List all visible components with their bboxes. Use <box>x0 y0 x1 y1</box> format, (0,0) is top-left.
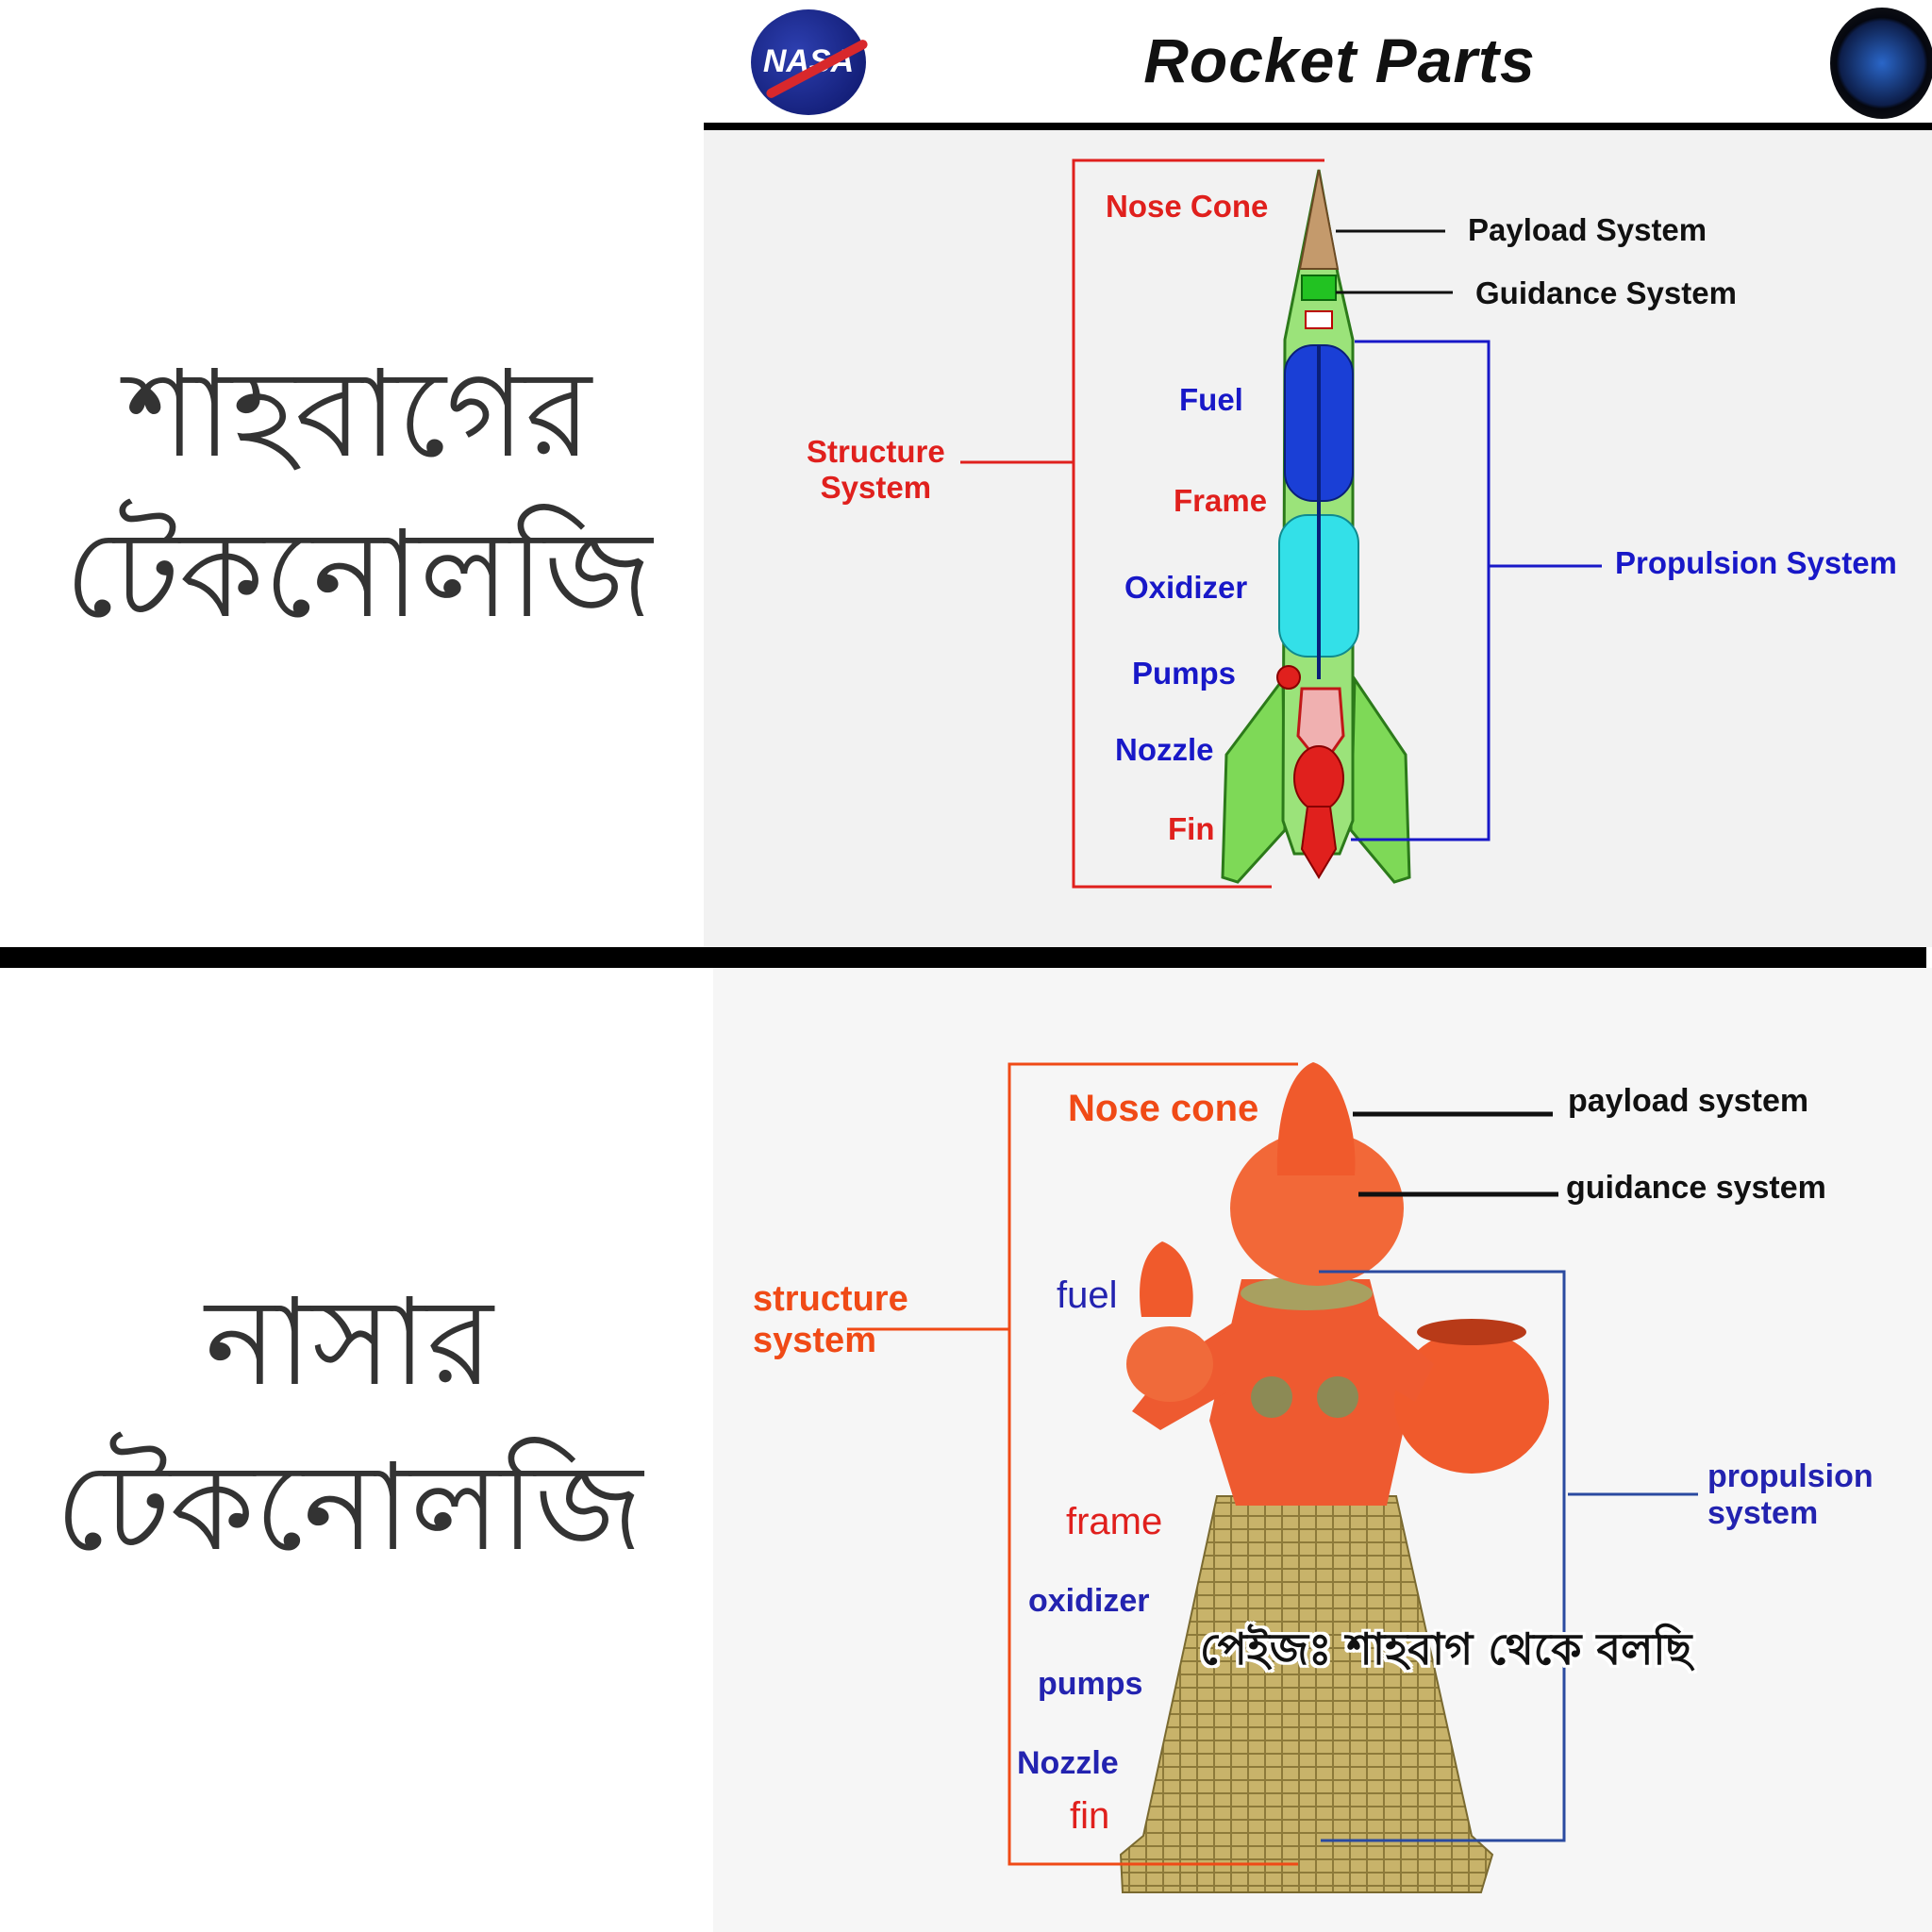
terracotta-doll <box>847 1062 1698 1893</box>
doll-label-nose-cone: Nose cone <box>1068 1088 1259 1129</box>
bottom-panel: নাসার টেকনোলজি <box>0 968 1932 1932</box>
doll-label-pumps: pumps <box>1038 1666 1143 1702</box>
doll-label-structure-system: structure system <box>753 1279 908 1361</box>
label-frame: Frame <box>1174 483 1268 518</box>
doll-label-frame: frame <box>1066 1501 1163 1542</box>
doll-label-oxidizer: oxidizer <box>1028 1583 1150 1619</box>
label-pumps: Pumps <box>1132 656 1237 691</box>
exploration-logo <box>1830 8 1932 119</box>
top-caption-line2: টেকনোলজি <box>64 505 653 645</box>
top-panel: শাহবাগের টেকনোলজি NASA Rocket Parts <box>0 0 1932 947</box>
doll-label-propulsion-line2: system <box>1707 1495 1819 1532</box>
rocket-drawing <box>960 158 1602 889</box>
header-rule <box>704 123 1932 130</box>
page-title: Rocket Parts <box>1143 25 1536 95</box>
bottom-caption: নাসার টেকনোলজি <box>28 1260 670 1591</box>
label-structure-system: Structure System <box>807 434 945 506</box>
doll-label-fin: fin <box>1070 1795 1110 1837</box>
doll-label-propulsion-system: propulsion system <box>1707 1458 1874 1532</box>
top-caption: শাহবাগের টেকনোলজি <box>38 335 679 656</box>
label-structure-line2: System <box>820 469 932 505</box>
label-structure-line1: Structure <box>807 434 945 469</box>
doll-label-propulsion-line1: propulsion <box>1707 1458 1874 1494</box>
label-fin: Fin <box>1168 811 1215 846</box>
doll-label-structure-line1: structure <box>753 1279 908 1319</box>
label-fuel: Fuel <box>1179 382 1243 417</box>
nasa-logo: NASA <box>751 9 870 115</box>
doll-label-nozzle: Nozzle <box>1017 1745 1119 1781</box>
bottom-caption-line2: টেকনোলজি <box>55 1438 643 1578</box>
label-oxidizer: Oxidizer <box>1124 570 1248 605</box>
doll-label-payload-system: payload system <box>1568 1083 1809 1119</box>
label-nose-cone: Nose Cone <box>1106 189 1269 224</box>
doll-label-fuel: fuel <box>1057 1274 1118 1316</box>
label-nozzle: Nozzle <box>1115 732 1214 767</box>
divider <box>0 947 1926 968</box>
label-guidance-system: Guidance System <box>1475 275 1737 310</box>
page-watermark: পেইজঃ শাহবাগ থেকে বলছি <box>1200 1624 1692 1674</box>
bottom-caption-line1: নাসার <box>205 1273 493 1413</box>
label-payload-system: Payload System <box>1468 212 1707 247</box>
doll-label-guidance-system: guidance system <box>1566 1170 1826 1206</box>
diagram-header <box>704 0 1932 125</box>
label-propulsion-system: Propulsion System <box>1615 545 1897 580</box>
top-caption-line1: শাহবাগের <box>125 344 592 485</box>
doll-label-structure-line2: system <box>753 1320 876 1360</box>
